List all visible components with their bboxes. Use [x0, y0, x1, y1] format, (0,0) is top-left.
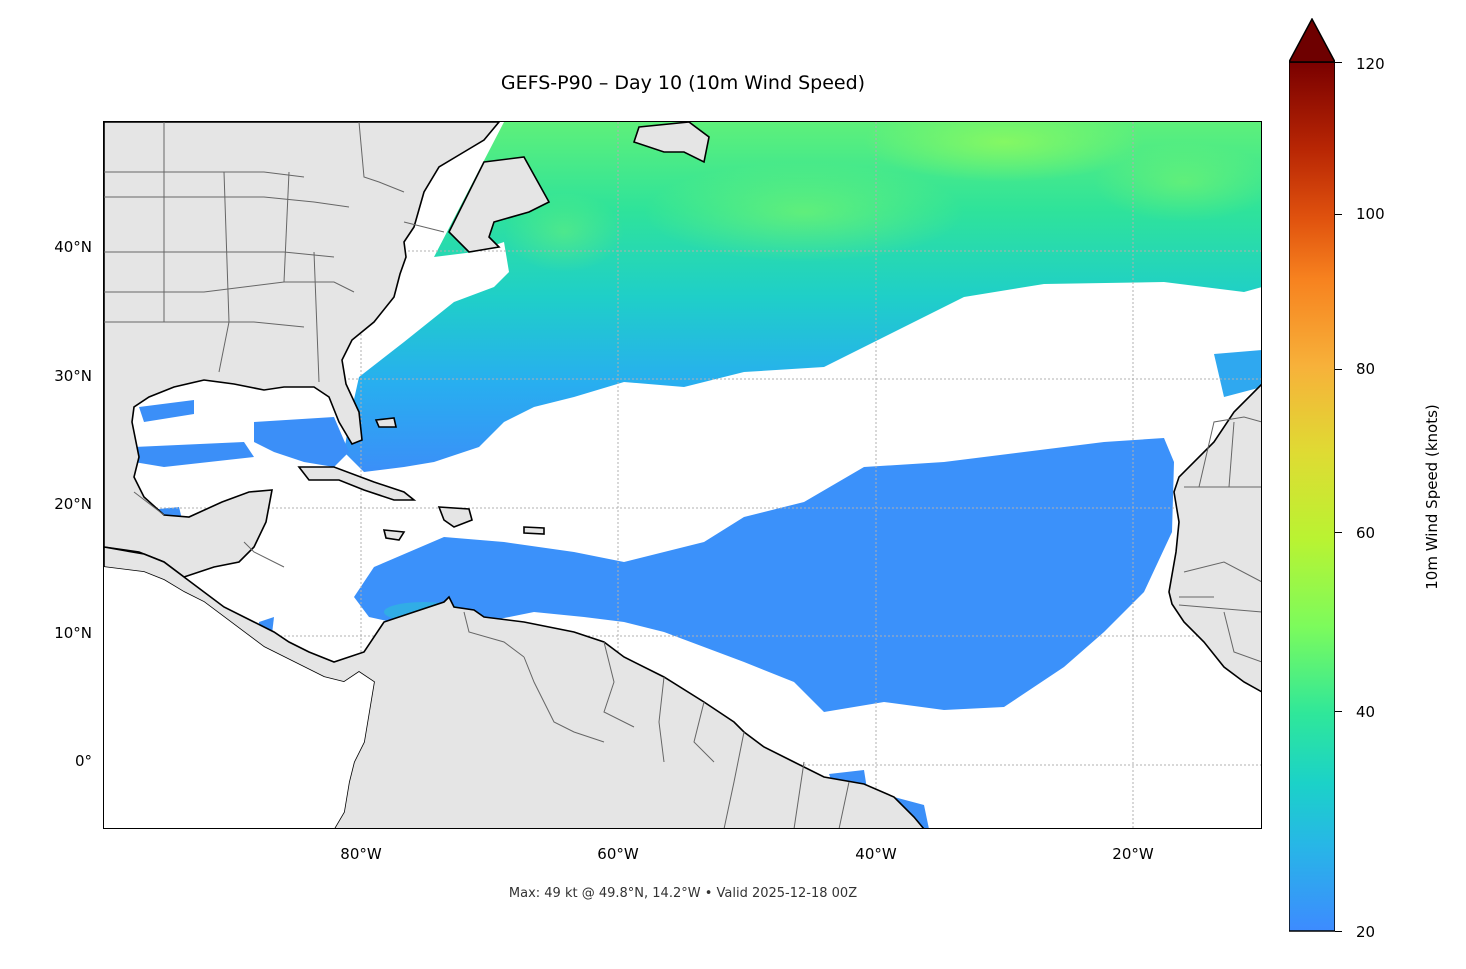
x-tick-label: 80°W — [340, 845, 382, 863]
colorbar-tick — [1335, 62, 1342, 63]
x-tick-label: 20°W — [1112, 845, 1154, 863]
chart-title: GEFS-P90 – Day 10 (10m Wind Speed) — [500, 72, 866, 94]
colorbar-tick-label: 20 — [1356, 923, 1376, 941]
y-tick-label: 0° — [74, 752, 92, 770]
colorbar-extend-arrow — [1289, 18, 1335, 63]
y-tick-label: 40°N — [54, 238, 92, 256]
y-tick-label: 30°N — [54, 367, 92, 385]
map-plot-area — [104, 122, 1262, 829]
wind-field-tropical — [354, 438, 1174, 712]
colorbar — [1289, 18, 1335, 932]
colorbar-title: 10m Wind Speed (knots) — [1423, 404, 1441, 590]
land-north-america — [104, 122, 501, 578]
colorbar-tick-label: 100 — [1356, 205, 1385, 223]
colorbar-tick — [1335, 214, 1342, 215]
colorbar-tick — [1335, 532, 1342, 533]
colorbar-tick — [1335, 369, 1342, 370]
colorbar-tick-label: 60 — [1356, 524, 1376, 542]
colorbar-tick-label: 120 — [1356, 55, 1385, 73]
land-cuba — [297, 466, 417, 501]
colorbar-tick-label: 40 — [1356, 703, 1376, 721]
political-borders — [104, 122, 1262, 829]
colorbar-tick — [1335, 931, 1342, 932]
colorbar-tick — [1335, 711, 1342, 712]
footnote: Max: 49 kt @ 49.8°N, 14.2°W • Valid 2025… — [508, 886, 858, 901]
wind-speed-map — [104, 122, 1262, 829]
y-tick-label: 20°N — [54, 495, 92, 513]
x-tick-label: 60°W — [597, 845, 639, 863]
colorbar-tick-label: 80 — [1356, 360, 1376, 378]
land-africa — [1168, 382, 1262, 693]
wind-field-gulf — [254, 417, 349, 467]
x-tick-label: 40°W — [855, 845, 897, 863]
y-tick-label: 10°N — [54, 624, 92, 642]
